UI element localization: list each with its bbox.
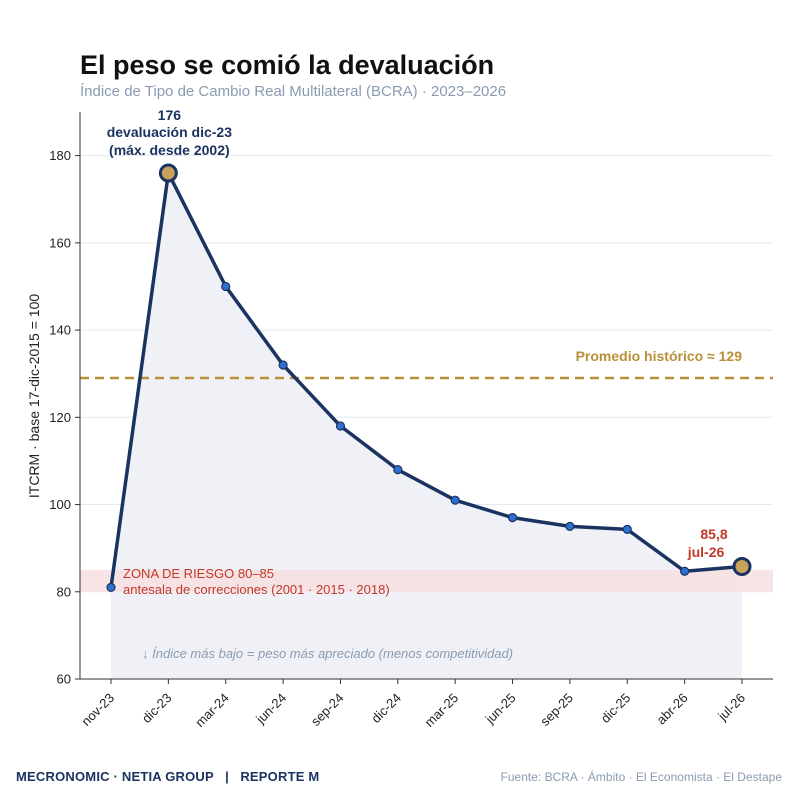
y-tick-label: 60 bbox=[57, 672, 71, 687]
x-tick-label: dic-25 bbox=[598, 690, 634, 726]
chart-note: ↓ Índice más bajo = peso más apreciado (… bbox=[142, 646, 513, 661]
y-tick-label: 80 bbox=[57, 584, 71, 599]
data-point bbox=[680, 566, 690, 576]
last-annotation-value: 85,8 bbox=[700, 526, 727, 542]
y-tick-label: 120 bbox=[49, 410, 71, 425]
data-point bbox=[565, 521, 575, 531]
series-line bbox=[109, 171, 744, 590]
x-tick-label: dic-23 bbox=[139, 690, 175, 726]
data-point bbox=[335, 421, 346, 431]
y-tick-label: 160 bbox=[49, 235, 71, 250]
chart-title: El peso se comió la devaluación bbox=[80, 50, 494, 80]
data-point bbox=[393, 465, 403, 475]
data-point bbox=[507, 513, 518, 523]
y-tick-label: 180 bbox=[49, 148, 71, 163]
x-tick-label: jun-24 bbox=[252, 690, 289, 727]
y-axis-label: ITCRM · base 17-dic-2015 = 100 bbox=[26, 294, 42, 498]
risk-zone-sublabel: antesala de correcciones (2001 · 2015 · … bbox=[123, 582, 390, 597]
chart-subtitle: Índice de Tipo de Cambio Real Multilater… bbox=[80, 83, 506, 100]
x-tick-label: jun-25 bbox=[482, 690, 519, 727]
x-tick-label: mar-25 bbox=[422, 690, 462, 730]
data-point bbox=[450, 495, 460, 505]
data-point bbox=[221, 281, 231, 292]
y-tick-label: 100 bbox=[49, 497, 71, 512]
x-tick-label: mar-24 bbox=[192, 690, 232, 730]
x-tick-label: dic-24 bbox=[368, 690, 404, 726]
risk-zone-label: ZONA DE RIESGO 80–85 bbox=[123, 566, 274, 581]
x-tick-label: sep-24 bbox=[308, 690, 347, 729]
peak-annotation-value: 176 bbox=[158, 107, 182, 123]
highlight-data-point bbox=[732, 556, 752, 576]
plot-area: 60 80 100 120 140 160 180 nov-23 dic-23 mar-24 jun… bbox=[49, 107, 773, 730]
x-tick-label: jul-26 bbox=[714, 690, 748, 724]
x-tick-label: nov-23 bbox=[78, 690, 117, 729]
data-point bbox=[622, 524, 632, 534]
peak-annotation-label: devaluación dic-23 bbox=[107, 124, 232, 140]
risk-zone-band bbox=[80, 569, 773, 592]
reference-line-label: Promedio histórico ≈ 129 bbox=[576, 348, 743, 364]
x-tick-label: sep-25 bbox=[537, 690, 576, 729]
highlight-data-point bbox=[158, 163, 178, 183]
footer-source: Fuente: BCRA · Ámbito · El Economista · … bbox=[501, 769, 783, 784]
peak-annotation-note: (máx. desde 2002) bbox=[109, 142, 230, 158]
x-tick-label: abr-26 bbox=[654, 690, 691, 727]
data-point bbox=[278, 360, 288, 370]
footer-brand: MECRONOMIC · NETIA GROUP | REPORTE M bbox=[16, 769, 319, 784]
area-fill bbox=[111, 173, 742, 680]
y-tick-label: 140 bbox=[49, 323, 71, 338]
data-point bbox=[106, 582, 116, 593]
last-annotation-label: jul-26 bbox=[687, 544, 725, 560]
